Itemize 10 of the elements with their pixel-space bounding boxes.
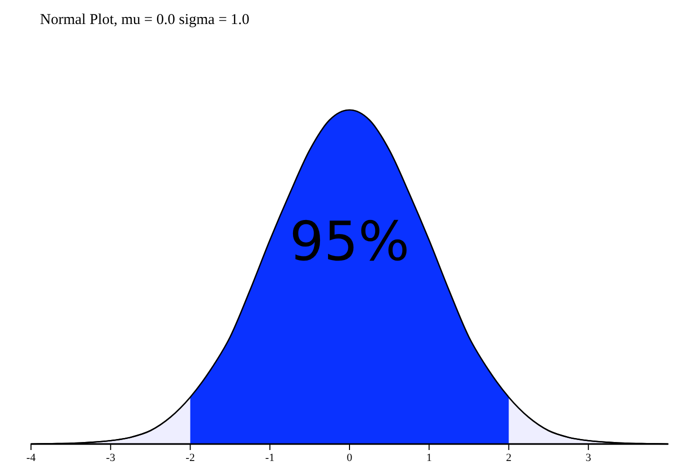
x-tick-label: -4 [26,452,36,464]
x-tick-label: -2 [186,452,195,464]
chart-title: Normal Plot, mu = 0.0 sigma = 1.0 [40,12,250,28]
x-tick-label: 1 [426,452,432,464]
annotation: 95% [289,210,410,273]
x-tick-label: -3 [106,452,116,464]
x-tick-label: -1 [265,452,274,464]
x-tick-label: 2 [506,452,512,464]
x-tick-label: 3 [586,452,592,464]
x-tick-label: 0 [346,452,353,464]
